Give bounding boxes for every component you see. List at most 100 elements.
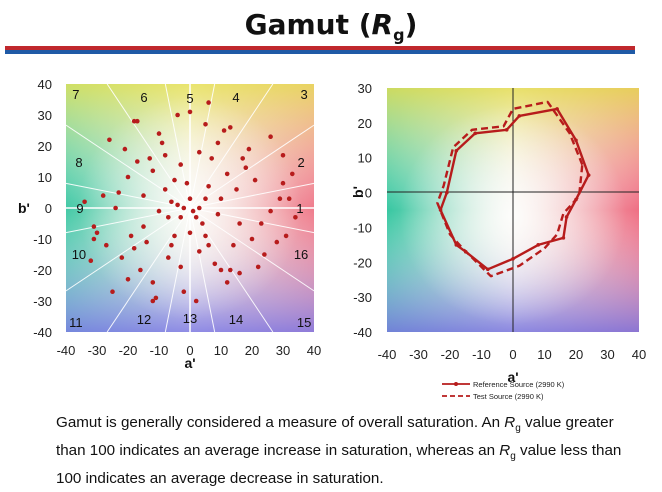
sample-point	[193, 215, 199, 220]
header-red-band	[5, 46, 635, 50]
left-y-tick-label: 20	[38, 139, 52, 154]
sector-label-6: 6	[140, 90, 147, 105]
sample-point	[104, 242, 109, 248]
right-x-axis-title: a'	[507, 369, 518, 385]
sample-point	[187, 196, 193, 201]
sample-point	[128, 233, 134, 239]
sample-point	[141, 193, 146, 198]
sector-divider	[189, 83, 216, 209]
sample-point	[206, 242, 211, 248]
sector-label-7: 7	[72, 87, 79, 102]
sample-point	[252, 177, 258, 183]
sample-point	[249, 236, 255, 242]
sample-point	[110, 289, 115, 294]
legend-test-label: Test Source (2990 K)	[473, 391, 544, 401]
sample-point	[172, 233, 177, 239]
caption-paragraph: Gamut is generally considered a measure …	[56, 414, 622, 488]
sample-point	[181, 289, 187, 294]
left-y-tick-label: -20	[33, 263, 52, 278]
sample-point	[125, 174, 131, 180]
left-y-tick-label: -40	[33, 325, 52, 340]
sample-point	[228, 125, 233, 130]
sample-point	[190, 208, 196, 214]
sample-point	[94, 230, 100, 236]
sample-point	[209, 156, 214, 161]
reference-vertex	[454, 148, 459, 153]
sample-point	[169, 242, 174, 248]
sample-point	[162, 153, 168, 158]
left-y-tick-label: -10	[33, 232, 52, 247]
sector-label-2: 2	[297, 155, 304, 170]
sample-point	[169, 199, 174, 205]
sample-point	[193, 298, 199, 304]
sector-divider	[65, 124, 191, 209]
sample-point	[277, 196, 283, 201]
right-x-tick-label: 30	[600, 347, 614, 362]
reference-vertex	[445, 190, 449, 195]
sample-point	[228, 267, 233, 273]
sector-label-5: 5	[186, 91, 193, 106]
left-x-tick-label: -20	[119, 343, 138, 358]
left-y-tick-label: 40	[38, 77, 52, 92]
sample-point	[240, 156, 245, 161]
reference-vertex	[473, 131, 477, 136]
rg-subscript: g	[393, 25, 405, 45]
reference-vertex	[564, 215, 569, 219]
sector-divider	[65, 182, 191, 209]
sector-label-3: 3	[300, 87, 307, 102]
sample-point	[82, 199, 87, 205]
vector-graphic-chart: -40 -30 -20 -10 0 10 20 30 40 30 20 10 0 -10 -20 -30 -4…	[350, 81, 646, 385]
sample-point	[280, 180, 286, 186]
sample-point	[113, 205, 118, 211]
sample-point	[293, 215, 298, 220]
header-blue-band	[5, 50, 635, 54]
sample-point	[203, 196, 208, 201]
left-x-tick-label: -30	[88, 343, 107, 358]
right-y-tick-label: -40	[353, 325, 372, 340]
sample-point	[91, 236, 97, 242]
sample-point	[187, 109, 193, 115]
sample-point	[172, 177, 177, 183]
reference-vertex	[486, 267, 490, 272]
left-y-tick-label: -30	[33, 294, 52, 309]
right-x-tick-label: 40	[632, 347, 646, 362]
sample-point	[162, 187, 168, 192]
sample-point	[144, 239, 149, 245]
sample-point	[166, 215, 171, 220]
right-y-tick-label: 20	[358, 116, 372, 131]
left-y-tick-label: 10	[38, 170, 52, 185]
reference-vertex	[511, 257, 515, 261]
sector-divider	[65, 207, 191, 292]
right-x-tick-label: 10	[537, 347, 551, 362]
sample-point	[215, 211, 221, 217]
sample-point	[197, 205, 202, 211]
sample-point	[234, 187, 239, 192]
sample-point	[156, 208, 162, 214]
right-y-tick-label: -10	[353, 220, 372, 235]
page-title: Gamut (Rg)	[0, 8, 662, 45]
sample-point	[175, 112, 180, 118]
sample-point	[221, 128, 227, 133]
left-y-axis-title: b'	[18, 200, 30, 216]
legend-reference-label: Reference Source (2990 K)	[473, 379, 565, 389]
sector-label-4: 4	[232, 90, 239, 105]
right-y-axis-title: b'	[350, 186, 366, 198]
sample-point	[283, 233, 289, 239]
sample-point	[147, 156, 152, 161]
sample-point	[166, 255, 171, 260]
sample-point	[268, 208, 273, 214]
sector-divider	[106, 207, 191, 333]
sample-point	[178, 215, 183, 220]
sample-point	[116, 190, 121, 195]
caption-rg-symbol-2: R	[499, 442, 511, 460]
sector-divider	[65, 207, 191, 234]
sector-label-14: 14	[229, 312, 243, 327]
sector-divider	[164, 207, 191, 333]
sector-label-10: 10	[72, 247, 86, 262]
sample-point	[150, 168, 156, 174]
legend-test: Test Source (2990 K)	[442, 390, 564, 402]
right-y-tick-label: 0	[365, 186, 372, 201]
legend-dashed-swatch	[442, 395, 470, 397]
sample-point	[184, 180, 190, 186]
